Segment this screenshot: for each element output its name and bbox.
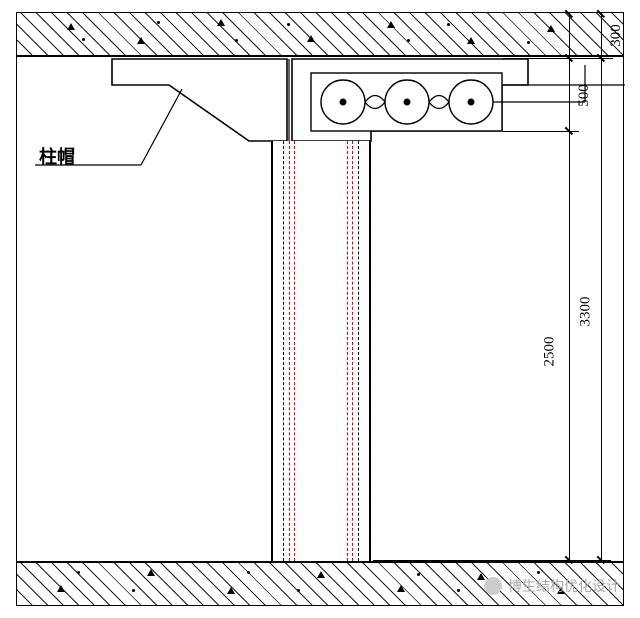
- rebar-line: [294, 141, 295, 561]
- top-slab: [17, 13, 623, 57]
- duct-group: [321, 65, 585, 124]
- capital-label: 柱帽: [39, 143, 75, 169]
- dim-chain-2: [601, 13, 602, 561]
- watermark: 博生结构优化设计: [484, 576, 620, 596]
- drawing-frame: 300 500 2500 3300 柱帽: [16, 12, 624, 606]
- dim-total: 3300: [578, 297, 595, 327]
- column: [271, 141, 371, 561]
- watermark-text: 博生结构优化设计: [508, 576, 620, 596]
- rebar-line: [289, 141, 290, 561]
- rebar-line: [352, 141, 353, 561]
- dim-chain-1: [569, 13, 570, 561]
- dim-capital: 500: [576, 84, 593, 107]
- dim-column: 2500: [542, 337, 559, 367]
- watermark-icon: [484, 577, 502, 595]
- hatch-pattern: [17, 13, 623, 55]
- rebar-line: [347, 141, 348, 561]
- dim-slab: 300: [608, 24, 625, 47]
- ext-line: [373, 560, 611, 561]
- ext-line: [503, 58, 613, 59]
